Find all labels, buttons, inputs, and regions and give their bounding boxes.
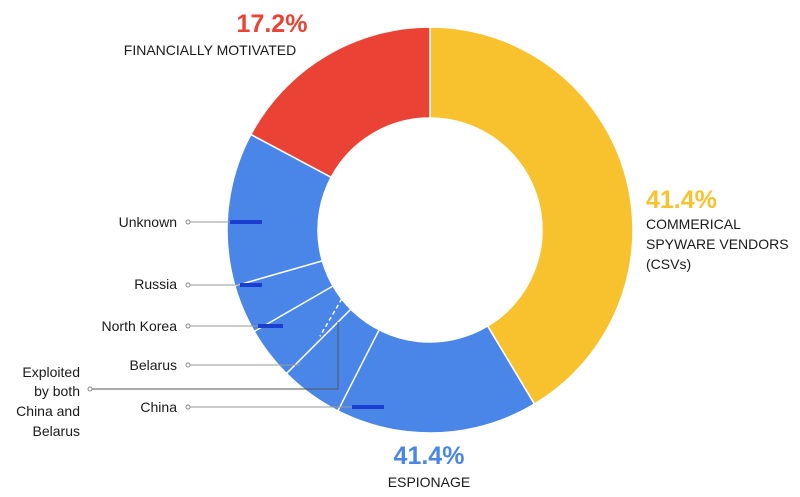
espionage-marker-4 [352, 405, 384, 409]
espionage-marker-1 [230, 220, 262, 224]
espionage-marker-2 [240, 283, 262, 287]
espionage-divider-4 [337, 329, 380, 412]
sub-label-shared-line-4: Belarus [33, 423, 80, 439]
leader-dot-1 [185, 219, 191, 225]
leader-dot-shared [87, 386, 93, 392]
financial-pct-label: 17.2% [237, 10, 308, 38]
leader-dot-4 [185, 362, 191, 368]
financial-category-label: FINANCIALLY MOTIVATED [124, 42, 296, 58]
sub-label-shared-line-2: by both [34, 383, 80, 399]
sub-label-shared-line-3: China and [16, 403, 80, 419]
csv-category-label-line-1: COMMERICAL [646, 216, 741, 232]
espionage-divider-3 [285, 308, 352, 375]
donut-slices [226, 26, 634, 434]
sub-label-north-korea: North Korea [102, 318, 178, 334]
espionage-subdividers [230, 220, 384, 412]
sub-label-belarus: Belarus [130, 357, 177, 373]
espionage-category-label: ESPIONAGE [388, 474, 470, 490]
espionage-divider-1 [234, 260, 323, 287]
csv-pct-label: 41.4% [646, 186, 717, 214]
sub-label-shared-line-1: Exploited [22, 364, 80, 380]
csv-category-label-line-3: (CSVs) [646, 256, 691, 272]
slice-financially-motivated [249, 26, 431, 179]
csv-category-label-line-2: SPYWARE VENDORS [646, 236, 789, 252]
espionage-divider-2 [253, 285, 334, 333]
leader-lines [87, 219, 352, 410]
leader-line-shared [92, 322, 339, 390]
leader-dot-3 [185, 323, 191, 329]
espionage-dashed-divider [319, 298, 343, 337]
leader-dot-5 [185, 404, 191, 410]
slice-commercial-spyware-vendors [429, 26, 634, 406]
sub-label-unknown: Unknown [119, 214, 177, 230]
espionage-marker-3 [258, 324, 283, 328]
leader-dot-2 [185, 282, 191, 288]
sub-label-russia: Russia [134, 276, 177, 292]
espionage-pct-label: 41.4% [394, 442, 465, 470]
sub-label-china: China [140, 399, 177, 415]
slice-espionage [226, 133, 536, 434]
